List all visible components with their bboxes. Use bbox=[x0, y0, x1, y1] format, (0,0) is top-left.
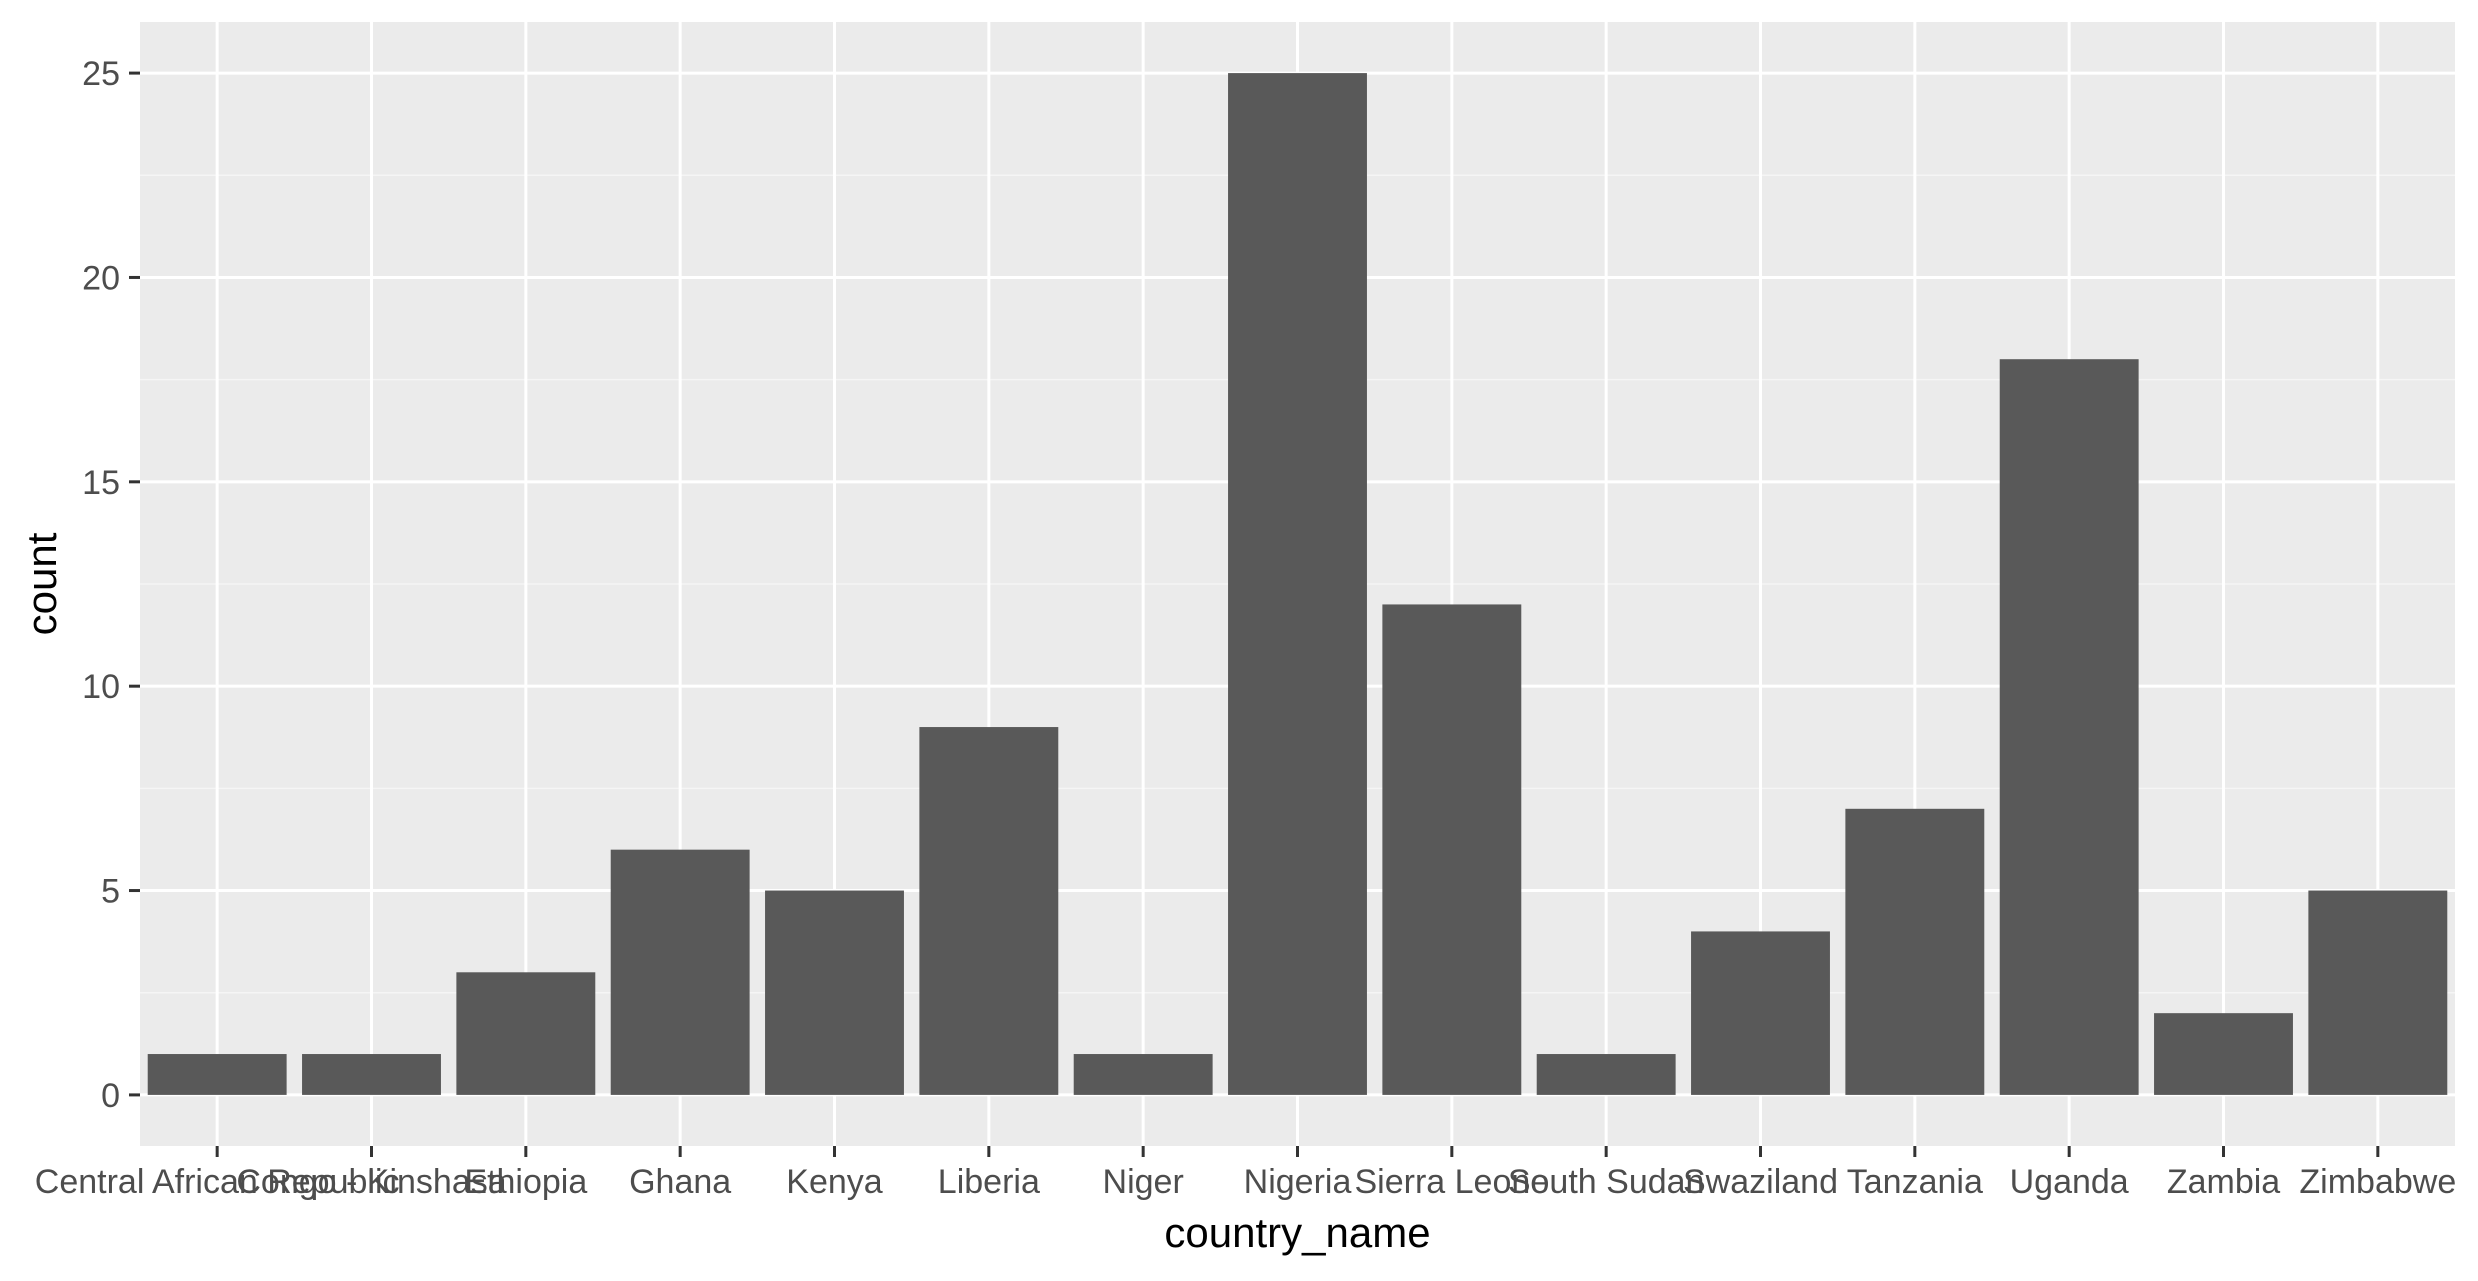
bar-liberia bbox=[919, 727, 1059, 1095]
bar-swaziland bbox=[1691, 931, 1830, 1095]
bar-niger bbox=[1073, 1054, 1213, 1095]
bars bbox=[147, 73, 2448, 1095]
bar-ethiopia bbox=[456, 972, 596, 1095]
bar-zambia bbox=[2154, 1013, 2293, 1095]
y-tick-label: 15 bbox=[82, 464, 120, 502]
x-tick-label: Ghana bbox=[629, 1163, 731, 1201]
x-tick-label: Sierra Leone bbox=[1354, 1163, 1549, 1201]
bar-uganda bbox=[1999, 359, 2139, 1095]
x-tick-label: Nigeria bbox=[1244, 1163, 1352, 1201]
y-axis-title: count bbox=[18, 532, 65, 635]
bar-tanzania bbox=[1845, 808, 1985, 1095]
x-tick-label: Uganda bbox=[2010, 1163, 2129, 1201]
bar-kenya bbox=[765, 890, 904, 1095]
y-axis: 0 5 10 15 20 25 bbox=[82, 55, 140, 1115]
x-tick-label: Ethiopia bbox=[464, 1163, 587, 1201]
x-tick-label: Tanzania bbox=[1847, 1163, 1983, 1201]
y-tick-label: 25 bbox=[82, 55, 120, 93]
bar-nigeria bbox=[1228, 73, 1367, 1095]
x-tick-label: Zambia bbox=[2167, 1163, 2280, 1201]
y-tick-label: 0 bbox=[101, 1077, 120, 1115]
bar-ghana bbox=[610, 849, 750, 1095]
bar-south-sudan bbox=[1536, 1054, 1676, 1095]
x-tick-label: Liberia bbox=[938, 1163, 1040, 1201]
bar-zimbabwe bbox=[2308, 890, 2448, 1095]
bar-congo-kinshasa bbox=[302, 1054, 441, 1095]
x-tick-label: Zimbabwe bbox=[2299, 1163, 2456, 1201]
bar-central-african-republic bbox=[147, 1054, 287, 1095]
x-tick-label: Swaziland bbox=[1683, 1163, 1838, 1201]
x-tick-label: Central African Republic bbox=[35, 1163, 400, 1201]
y-tick-label: 5 bbox=[101, 873, 120, 911]
x-axis-title: country_name bbox=[1164, 1209, 1430, 1256]
x-tick-label: Congo - Kinshasa bbox=[236, 1163, 506, 1201]
x-tick-label: Kenya bbox=[786, 1163, 882, 1201]
x-tick-label: South Sudan bbox=[1508, 1163, 1705, 1201]
y-tick-label: 10 bbox=[82, 668, 120, 706]
x-tick-label: Niger bbox=[1103, 1163, 1184, 1201]
bar-sierra-leone bbox=[1382, 604, 1522, 1095]
y-tick-label: 20 bbox=[82, 259, 120, 297]
